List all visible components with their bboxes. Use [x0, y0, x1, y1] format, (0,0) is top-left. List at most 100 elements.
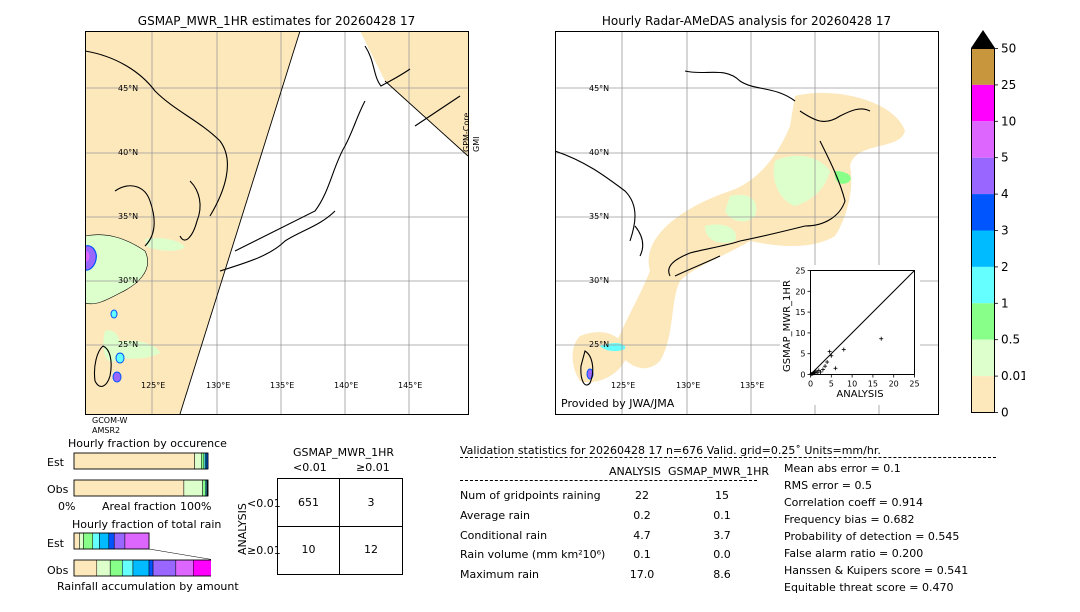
- score-item: Mean abs error = 0.1: [784, 462, 901, 475]
- colorbar-label: 5: [1001, 151, 1009, 165]
- stacked-bar-segment: [96, 559, 111, 577]
- left-map: [85, 31, 469, 415]
- validation-col-1: ANALYSIS: [609, 465, 661, 478]
- stat-row-analysis: 17.0: [629, 568, 655, 581]
- colorbar-segment: [971, 157, 995, 195]
- stacked-bar-segment: [121, 559, 134, 577]
- left-lat-30: 30°N: [118, 276, 139, 285]
- score-item: Equitable threat score = 0.470: [784, 581, 954, 594]
- contingency-cell: 10: [301, 543, 316, 556]
- left-lon-135: 135°E: [270, 381, 295, 390]
- left-grid: [85, 31, 468, 414]
- contingency-row-1: <0.01: [247, 497, 281, 510]
- scatter-point: [811, 371, 816, 376]
- scatter-x-tick: 20: [889, 380, 899, 389]
- scatter-y-tick: 5: [800, 350, 805, 359]
- left-rain-heavy-3: [115, 352, 125, 364]
- score-item: False alarm ratio = 0.200: [784, 547, 924, 560]
- stacked-bar-segment: [132, 559, 150, 577]
- stat-row-label: Maximum rain: [460, 568, 539, 581]
- colorbar-segment: [971, 84, 995, 122]
- validation-col-2: GSMAP_MWR_1HR: [668, 465, 770, 478]
- colorbar-label: 25: [1001, 78, 1016, 92]
- colorbar-label: 4: [1001, 187, 1009, 201]
- left-lat-25: 25°N: [118, 340, 139, 349]
- left-rain-green-1: [85, 234, 148, 305]
- occurence-est-label: Est: [47, 456, 64, 469]
- colorbar-segment: [971, 303, 995, 340]
- stat-row-gsmap: 0.0: [713, 548, 731, 561]
- scatter-x-tick: 0: [808, 380, 813, 389]
- score-item: Probability of detection = 0.545: [784, 530, 960, 543]
- stacked-bar-segment: [193, 559, 211, 577]
- colorbar: 50 25 10 5 4 3 2 1 0.5 0.01 0: [971, 30, 1025, 419]
- scatter-point: [841, 347, 846, 352]
- scatter-y-tick: 20: [795, 287, 805, 296]
- scatter-points: [809, 336, 884, 377]
- totalrain-est-label: Est: [47, 537, 64, 550]
- stacked-bar-segment: [148, 559, 154, 577]
- right-rain-green-1: [773, 155, 830, 206]
- contingency-col-1: <0.01: [293, 461, 327, 474]
- stacked-bar-segment: [113, 532, 126, 550]
- stacked-bar-segment: [124, 532, 150, 550]
- scatter-point: [815, 370, 820, 375]
- totalrain-xlabel: Rainfall accumulation by amount: [57, 580, 239, 593]
- scatter-x-tick: 10: [847, 380, 857, 389]
- score-item: Frequency bias = 0.682: [784, 513, 915, 526]
- right-rain-green-3: [705, 224, 736, 243]
- right-coastlines: [555, 70, 871, 386]
- score-item: Correlation coeff = 0.914: [784, 496, 923, 509]
- stat-row-analysis: 4.7: [633, 529, 651, 542]
- stacked-bar-segment: [73, 479, 185, 497]
- colorbar-label: 3: [1001, 224, 1009, 238]
- occurence-title: Hourly fraction by occurence: [68, 437, 227, 450]
- left-swath-ne: [360, 31, 468, 156]
- occurence-x-max: 100%: [180, 500, 212, 513]
- stacked-bar-segment: [73, 559, 98, 577]
- scatter-point: [823, 364, 828, 369]
- left-lon-140: 140°E: [334, 381, 359, 390]
- colorbar-label: 0.01: [1001, 369, 1025, 383]
- right-map: [555, 31, 939, 415]
- validation-title: Validation statistics for 20260428 17 n=…: [460, 444, 881, 457]
- stacked-bar-segment: [201, 452, 205, 470]
- contingency-cell: 12: [364, 543, 378, 556]
- scatter-point: [827, 349, 832, 354]
- left-lon-125: 125°E: [141, 381, 166, 390]
- colorbar-label: 0: [1001, 406, 1009, 419]
- occurence-chart: [73, 452, 209, 497]
- totalrain-title: Hourly fraction of total rain: [72, 518, 222, 531]
- stat-row-analysis: 22: [635, 489, 649, 502]
- colorbar-segment: [971, 230, 995, 267]
- occurence-obs-label: Obs: [47, 483, 69, 496]
- left-bottom-label-2: AMSR2: [92, 426, 121, 435]
- left-swath-area: [85, 31, 300, 414]
- scatter-point: [833, 366, 838, 371]
- left-bottom-label-1: GCOM-W: [92, 416, 128, 425]
- right-radar-coverage: [615, 92, 905, 369]
- contingency-grid: 651 3 10 12: [277, 478, 403, 575]
- left-rain-heavy-5: [110, 309, 118, 319]
- left-lat-45: 45°N: [118, 84, 139, 93]
- scatter-x-tick: 5: [829, 380, 834, 389]
- left-rain-heavy-2: [85, 250, 90, 262]
- validation-divider: [460, 457, 996, 458]
- right-lat-40: 40°N: [589, 148, 610, 157]
- colorbar-label: 0.5: [1001, 333, 1020, 347]
- colorbar-labels: 50 25 10 5 4 3 2 1 0.5 0.01 0: [994, 42, 1025, 419]
- stat-row-label: Conditional rain: [460, 529, 548, 542]
- colorbar-arrow: [971, 30, 995, 48]
- scatter-y-tick: 10: [795, 329, 805, 338]
- right-lon-135: 135°E: [740, 381, 765, 390]
- scatter-x-tick: 15: [868, 380, 878, 389]
- stacked-bar-segment: [108, 532, 115, 550]
- right-map-credit: Provided by JWA/JMA: [561, 397, 675, 410]
- colorbar-label: 10: [1001, 114, 1016, 128]
- scatter-point: [820, 367, 825, 372]
- stat-row-gsmap: 0.1: [713, 509, 731, 522]
- left-map-title: GSMAP_MWR_1HR estimates for 20260428 17: [137, 14, 416, 28]
- stacked-bar-segment: [194, 452, 202, 470]
- stat-row-analysis: 0.2: [633, 509, 651, 522]
- right-lon-125: 125°E: [611, 381, 636, 390]
